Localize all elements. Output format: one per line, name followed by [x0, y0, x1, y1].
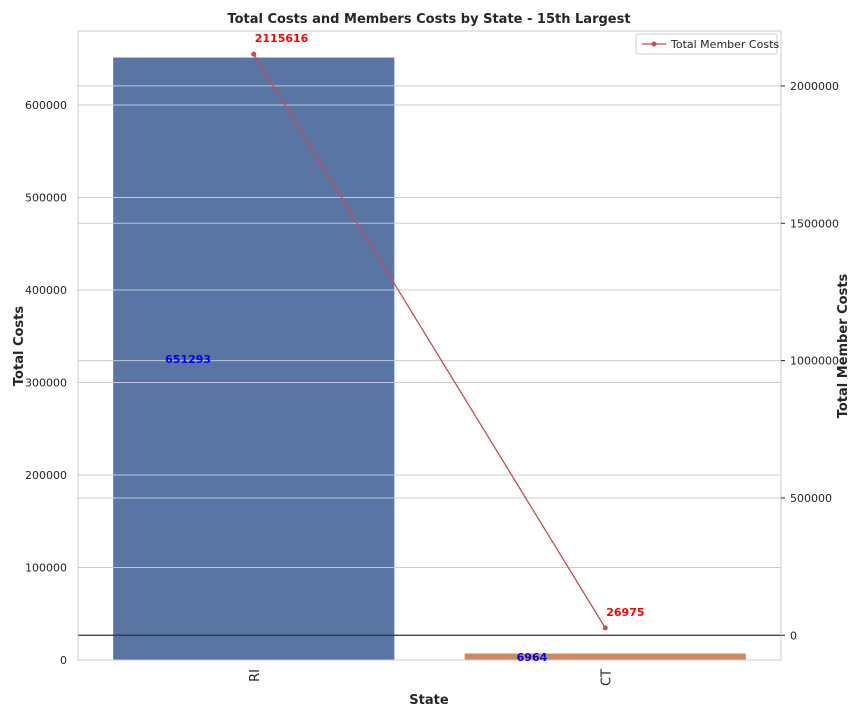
bar	[464, 653, 746, 660]
right-tick-label: 2000000	[790, 80, 839, 93]
left-tick-label: 500000	[25, 192, 67, 205]
line-data-labels: 2115616 26975	[255, 32, 645, 619]
line-path	[253, 53, 606, 629]
right-axis-ticks: 0 500000 1000000 1500000 2000000	[781, 80, 839, 642]
chart-title: Total Costs and Members Costs by State -…	[227, 12, 630, 27]
left-tick-label: 600000	[25, 99, 67, 112]
x-tick-label: CT	[599, 669, 614, 686]
y-axis-label: Total Costs	[12, 306, 27, 386]
right-tick-label: 1500000	[790, 217, 839, 230]
left-axis-ticks: 0 100000 200000 300000 400000 500000 600000	[25, 99, 67, 667]
legend-marker	[651, 41, 657, 47]
line-point	[251, 51, 257, 57]
right-tick-label: 1000000	[790, 355, 839, 368]
plot-frame	[77, 30, 782, 661]
x-tick-label: RI	[248, 669, 263, 682]
y2-axis-label: Total Member Costs	[836, 273, 851, 418]
bar-value-label: 651293	[165, 353, 211, 366]
line-value-label: 2115616	[255, 32, 309, 45]
bar	[113, 57, 395, 661]
legend: Total Member Costs	[635, 33, 779, 55]
legend-label: Total Member Costs	[670, 38, 779, 51]
left-tick-label: 100000	[25, 562, 67, 575]
x-axis-ticks: RI CT	[248, 669, 615, 686]
right-tick-label: 500000	[790, 492, 832, 505]
legend-box	[635, 33, 778, 55]
x-axis-label: State	[409, 693, 449, 708]
member-costs-line	[251, 51, 608, 631]
bar-value-label: 6964	[517, 651, 548, 664]
left-tick-label: 0	[60, 654, 67, 667]
left-tick-label: 200000	[25, 469, 67, 482]
left-tick-label: 400000	[25, 284, 67, 297]
line-value-label: 26975	[606, 606, 644, 619]
line-point	[602, 625, 608, 631]
bar-data-labels: 651293 6964	[165, 353, 547, 664]
bars	[113, 57, 746, 661]
right-tick-label: 0	[790, 629, 797, 642]
left-tick-label: 300000	[25, 377, 67, 390]
